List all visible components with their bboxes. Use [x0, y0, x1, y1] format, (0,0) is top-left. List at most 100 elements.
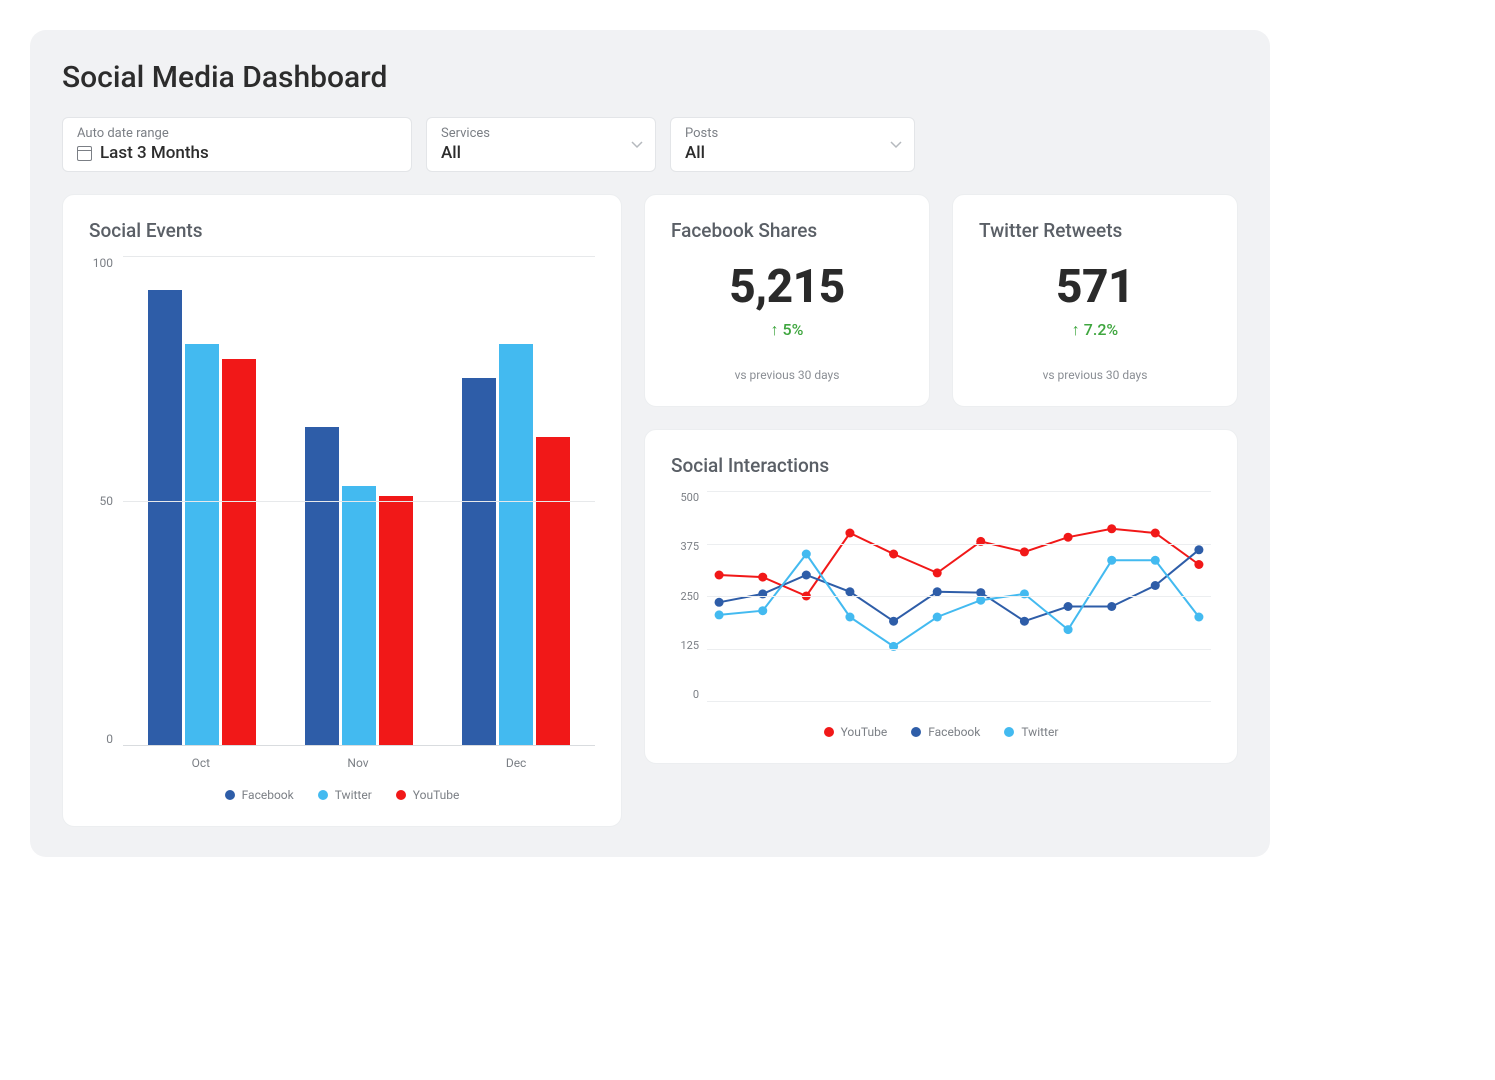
posts-select[interactable]: Posts All: [670, 117, 915, 172]
legend-item[interactable]: Facebook: [225, 788, 294, 802]
bar-x-label: Dec: [506, 756, 527, 770]
services-select[interactable]: Services All: [426, 117, 656, 172]
line-point[interactable]: [802, 571, 811, 580]
line-point[interactable]: [889, 617, 898, 626]
line-point[interactable]: [976, 596, 985, 605]
line-y-tick: 500: [671, 491, 699, 504]
line-y-tick: 375: [671, 540, 699, 553]
legend-label: Twitter: [335, 788, 372, 802]
legend-item[interactable]: YouTube: [396, 788, 460, 802]
line-point[interactable]: [758, 606, 767, 615]
legend-dot-icon: [824, 727, 834, 737]
services-value: All: [441, 143, 641, 163]
legend-dot-icon: [318, 790, 328, 800]
bar[interactable]: [222, 359, 256, 745]
bar-legend: Facebook Twitter YouTube: [89, 788, 595, 802]
line-point[interactable]: [715, 598, 724, 607]
line-point[interactable]: [1194, 560, 1203, 569]
chevron-down-icon: [890, 141, 902, 149]
line-point[interactable]: [1020, 547, 1029, 556]
line-point[interactable]: [1107, 556, 1116, 565]
line-point[interactable]: [1151, 556, 1160, 565]
line-point[interactable]: [933, 587, 942, 596]
twitter-retweets-change: ↑ 7.2%: [979, 320, 1211, 340]
line-point[interactable]: [845, 613, 854, 622]
line-point[interactable]: [845, 529, 854, 538]
calendar-icon: [77, 146, 92, 161]
bar-y-tick: 100: [89, 256, 113, 270]
bar[interactable]: [148, 290, 182, 745]
date-range-value: Last 3 Months: [100, 143, 209, 163]
line-point[interactable]: [976, 537, 985, 546]
posts-label: Posts: [685, 126, 900, 141]
date-range-select[interactable]: Auto date range Last 3 Months: [62, 117, 412, 172]
bar-gridline: [123, 501, 595, 502]
line-point[interactable]: [889, 642, 898, 651]
bar[interactable]: [185, 344, 219, 745]
line-gridline: [707, 544, 1211, 545]
line-point[interactable]: [933, 613, 942, 622]
legend-label: Facebook: [242, 788, 294, 802]
legend-label: Facebook: [928, 725, 980, 739]
line-point[interactable]: [1064, 625, 1073, 634]
line-point[interactable]: [1107, 524, 1116, 533]
bar[interactable]: [305, 427, 339, 745]
twitter-retweets-subtitle: vs previous 30 days: [979, 368, 1211, 382]
content-grid: Social Events 100500 OctNovDec FacebookT…: [62, 194, 1238, 827]
legend-dot-icon: [1004, 727, 1014, 737]
line-legend: YouTube Facebook Twitter: [671, 725, 1211, 739]
line-point[interactable]: [889, 550, 898, 559]
line-point[interactable]: [1064, 533, 1073, 542]
line-point[interactable]: [1020, 617, 1029, 626]
bar-x-label: Oct: [192, 756, 210, 770]
line-point[interactable]: [1151, 529, 1160, 538]
bar-x-label: Nov: [347, 756, 368, 770]
line-series[interactable]: [719, 529, 1199, 596]
right-column: Facebook Shares 5,215 ↑ 5% vs previous 3…: [644, 194, 1238, 827]
line-point[interactable]: [1064, 602, 1073, 611]
legend-item[interactable]: YouTube: [824, 725, 888, 739]
legend-item[interactable]: Twitter: [318, 788, 372, 802]
legend-label: YouTube: [413, 788, 460, 802]
legend-label: Twitter: [1021, 725, 1058, 739]
line-point[interactable]: [845, 587, 854, 596]
line-point[interactable]: [1194, 613, 1203, 622]
line-y-tick: 0: [671, 688, 699, 701]
line-y-tick: 125: [671, 639, 699, 652]
bar[interactable]: [499, 344, 533, 745]
social-events-card: Social Events 100500 OctNovDec FacebookT…: [62, 194, 622, 827]
social-events-title: Social Events: [89, 219, 595, 242]
legend-item[interactable]: Twitter: [1004, 725, 1058, 739]
line-point[interactable]: [1194, 545, 1203, 554]
line-plot-area: [707, 491, 1211, 701]
bar[interactable]: [462, 378, 496, 745]
bar-y-tick: 50: [89, 494, 113, 508]
line-point[interactable]: [933, 568, 942, 577]
line-point[interactable]: [715, 610, 724, 619]
social-interactions-card: Social Interactions 5003752501250 YouTub…: [644, 429, 1238, 764]
facebook-shares-card: Facebook Shares 5,215 ↑ 5% vs previous 3…: [644, 194, 930, 407]
line-point[interactable]: [802, 550, 811, 559]
line-gridline: [707, 491, 1211, 492]
bar[interactable]: [379, 496, 413, 745]
bar[interactable]: [342, 486, 376, 745]
stat-row: Facebook Shares 5,215 ↑ 5% vs previous 3…: [644, 194, 1238, 407]
line-point[interactable]: [1107, 602, 1116, 611]
line-point[interactable]: [758, 589, 767, 598]
filter-bar: Auto date range Last 3 Months Services A…: [62, 117, 1238, 172]
line-point[interactable]: [715, 571, 724, 580]
line-gridline: [707, 649, 1211, 650]
chevron-down-icon: [631, 141, 643, 149]
line-point[interactable]: [1020, 589, 1029, 598]
twitter-retweets-card: Twitter Retweets 571 ↑ 7.2% vs previous …: [952, 194, 1238, 407]
bar[interactable]: [536, 437, 570, 745]
legend-item[interactable]: Facebook: [911, 725, 980, 739]
line-point[interactable]: [1151, 581, 1160, 590]
services-label: Services: [441, 126, 641, 141]
facebook-shares-change: ↑ 5%: [671, 320, 903, 340]
line-y-axis: 5003752501250: [671, 491, 707, 701]
legend-dot-icon: [911, 727, 921, 737]
line-point[interactable]: [758, 573, 767, 582]
facebook-shares-subtitle: vs previous 30 days: [671, 368, 903, 382]
date-range-label: Auto date range: [77, 126, 397, 141]
